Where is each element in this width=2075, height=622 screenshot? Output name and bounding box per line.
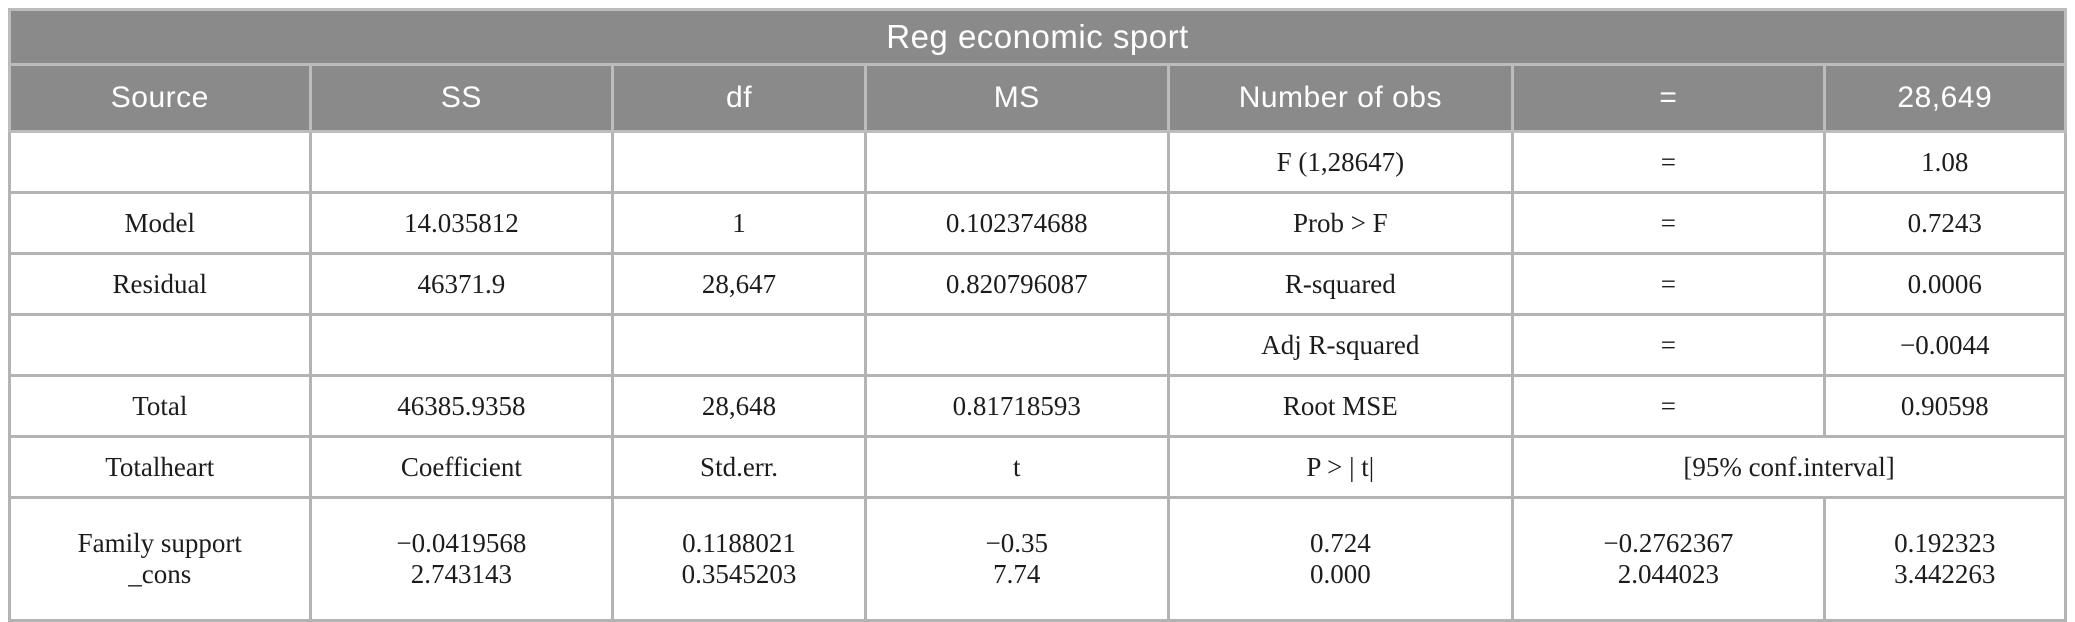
cell-dep-var: Totalheart <box>8 435 312 499</box>
cell-stat-r-squared: R-squared <box>1166 252 1515 316</box>
row-residual: Residual 46371.9 28,647 0.820796087 R-sq… <box>8 252 2068 316</box>
cell-name-cons: _cons <box>8 559 312 622</box>
cell-ci-low-cons: 2.044023 <box>1511 559 1826 622</box>
cell-ci-label: [95% conf.interval] <box>1511 435 2067 499</box>
col-header-equals: = <box>1511 63 1826 133</box>
col-header-df: df <box>611 63 867 133</box>
row-family-support: Family support −0.0419568 0.1188021 −0.3… <box>8 496 2068 559</box>
cell-t-label: t <box>863 435 1170 499</box>
cell-stat-root-mse: Root MSE <box>1166 374 1515 438</box>
cell-eq-f: = <box>1511 130 1826 194</box>
cell-eq-r-squared: = <box>1511 252 1826 316</box>
cell-df-empty <box>611 130 867 194</box>
cell-p-cons: 0.000 <box>1166 559 1515 622</box>
cell-t-cons: 7.74 <box>863 559 1170 622</box>
cell-eq-adj-r-squared: = <box>1511 313 1826 377</box>
cell-coef-label: Coefficient <box>308 435 615 499</box>
cell-ms-residual: 0.820796087 <box>863 252 1170 316</box>
cell-std-err-cons: 0.3545203 <box>611 559 867 622</box>
cell-stat-f: F (1,28647) <box>1166 130 1515 194</box>
cell-ci-high-family-support: 0.192323 <box>1822 496 2068 559</box>
cell-source-empty <box>8 313 312 377</box>
cell-value-root-mse: 0.90598 <box>1822 374 2068 438</box>
col-header-ms: MS <box>863 63 1170 133</box>
table-title-row: Reg economic sport <box>8 8 2067 66</box>
cell-df-model: 1 <box>611 191 867 255</box>
cell-ms-empty <box>863 130 1170 194</box>
regression-table: Reg economic sport Source SS df MS Numbe… <box>8 8 2068 622</box>
cell-source-model: Model <box>8 191 312 255</box>
cell-df-residual: 28,647 <box>611 252 867 316</box>
row-coef-header: Totalheart Coefficient Std.err. t P > | … <box>8 435 2067 499</box>
cell-df-total: 28,648 <box>611 374 867 438</box>
cell-source-empty <box>8 130 312 194</box>
col-header-source: Source <box>8 63 312 133</box>
cell-ms-empty <box>863 313 1170 377</box>
row-adj-r-squared: Adj R-squared = −0.0044 <box>8 313 2068 377</box>
cell-std-err-family-support: 0.1188021 <box>611 496 867 559</box>
cell-source-total: Total <box>8 374 312 438</box>
cell-ss-total: 46385.9358 <box>308 374 615 438</box>
cell-ci-high-cons: 3.442263 <box>1822 559 2068 622</box>
cell-ss-empty <box>308 313 615 377</box>
row-total: Total 46385.9358 28,648 0.81718593 Root … <box>8 374 2068 438</box>
cell-ss-residual: 46371.9 <box>308 252 615 316</box>
cell-coef-cons: 2.743143 <box>308 559 615 622</box>
row-f-stat: F (1,28647) = 1.08 <box>8 130 2068 194</box>
cell-ms-total: 0.81718593 <box>863 374 1170 438</box>
table-header-row: Source SS df MS Number of obs = 28,649 <box>8 63 2068 133</box>
col-header-obs-value: 28,649 <box>1822 63 2068 133</box>
cell-p-label: P > | t| <box>1166 435 1515 499</box>
cell-df-empty <box>611 313 867 377</box>
cell-t-family-support: −0.35 <box>863 496 1170 559</box>
cell-stat-adj-r-squared: Adj R-squared <box>1166 313 1515 377</box>
cell-ss-empty <box>308 130 615 194</box>
cell-ms-model: 0.102374688 <box>863 191 1170 255</box>
cell-name-family-support: Family support <box>8 496 312 559</box>
col-header-number-of-obs: Number of obs <box>1166 63 1515 133</box>
cell-ci-low-family-support: −0.2762367 <box>1511 496 1826 559</box>
cell-value-r-squared: 0.0006 <box>1822 252 2068 316</box>
cell-value-adj-r-squared: −0.0044 <box>1822 313 2068 377</box>
cell-stat-prob-f: Prob > F <box>1166 191 1515 255</box>
col-header-ss: SS <box>308 63 615 133</box>
cell-coef-family-support: −0.0419568 <box>308 496 615 559</box>
cell-value-f: 1.08 <box>1822 130 2068 194</box>
row-cons: _cons 2.743143 0.3545203 7.74 0.000 2.04… <box>8 559 2068 622</box>
cell-p-family-support: 0.724 <box>1166 496 1515 559</box>
cell-eq-root-mse: = <box>1511 374 1826 438</box>
cell-std-err-label: Std.err. <box>611 435 867 499</box>
table-title: Reg economic sport <box>8 8 2067 66</box>
cell-source-residual: Residual <box>8 252 312 316</box>
cell-eq-prob-f: = <box>1511 191 1826 255</box>
cell-value-prob-f: 0.7243 <box>1822 191 2068 255</box>
row-model: Model 14.035812 1 0.102374688 Prob > F =… <box>8 191 2068 255</box>
cell-ss-model: 14.035812 <box>308 191 615 255</box>
